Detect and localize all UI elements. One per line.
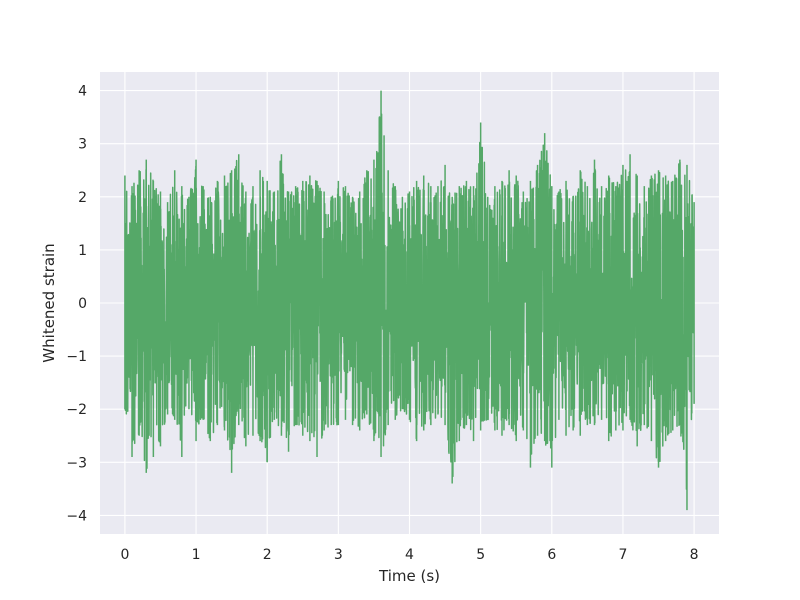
y-tick-label: −1 (66, 349, 87, 365)
y-axis-label: Whitened strain (40, 243, 58, 362)
x-axis-label: Time (s) (378, 567, 440, 585)
y-tick-label: −4 (66, 508, 87, 524)
x-tick-label: 5 (476, 547, 485, 563)
strain-series-line (124, 90, 695, 511)
y-tick-label: 4 (78, 84, 87, 100)
y-tick-label: 2 (78, 190, 87, 206)
x-tick-label: 3 (334, 547, 343, 563)
x-tick-label: 1 (192, 547, 201, 563)
x-tick-label: 2 (263, 547, 272, 563)
y-tick-label: 3 (78, 137, 87, 153)
x-tick-label: 8 (690, 547, 699, 563)
y-tick-label: 1 (78, 243, 87, 259)
x-tick-label: 4 (405, 547, 414, 563)
y-tick-label: 0 (78, 296, 87, 312)
y-axis-ticks: −4 −3 −2 −1 0 1 2 3 4 (66, 84, 87, 525)
x-axis-ticks: 0 1 2 3 4 5 6 7 8 (120, 547, 698, 563)
x-tick-label: 6 (547, 547, 556, 563)
y-tick-label: −2 (66, 402, 87, 418)
y-tick-label: −3 (66, 455, 87, 471)
x-tick-label: 7 (618, 547, 627, 563)
x-tick-label: 0 (120, 547, 129, 563)
series-layer (124, 90, 695, 511)
